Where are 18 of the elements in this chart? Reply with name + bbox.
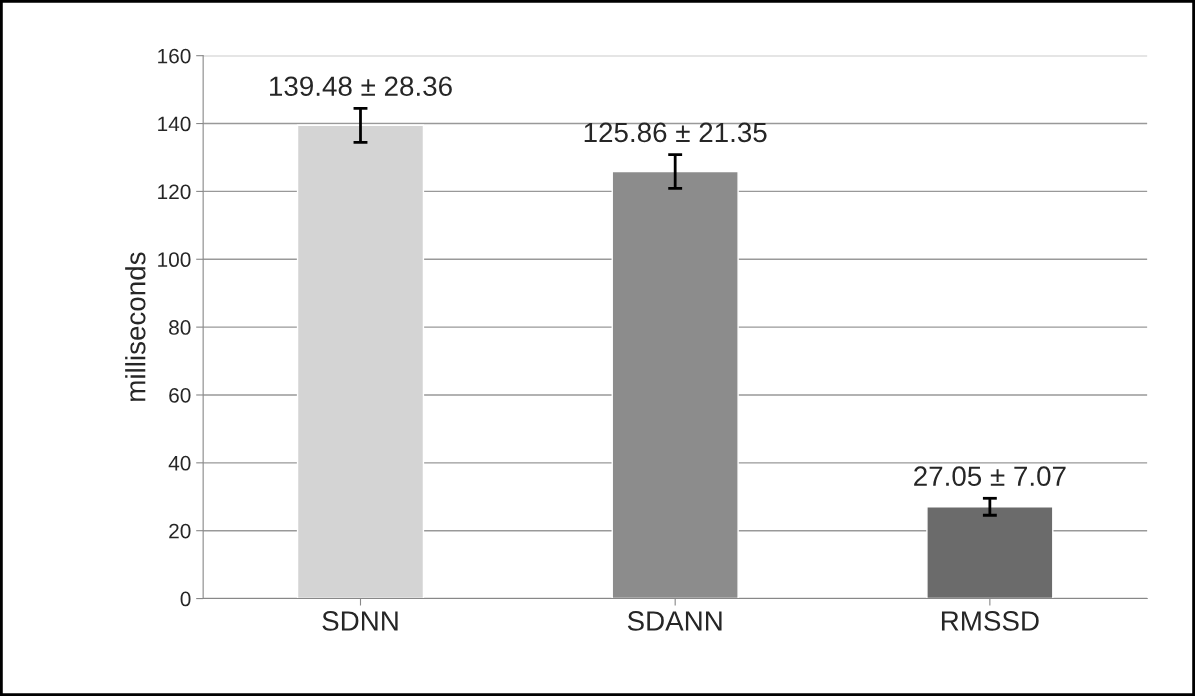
bar bbox=[926, 506, 1054, 599]
y-tick-label: 80 bbox=[169, 320, 191, 335]
data-label: 27.05 ± 7.07 bbox=[914, 466, 1066, 487]
x-tick-label: SDNN bbox=[322, 611, 398, 631]
y-tick-label: 60 bbox=[169, 387, 191, 403]
bar bbox=[296, 124, 425, 599]
data-label: 125.86 ± 21.35 bbox=[584, 122, 767, 143]
y-tick-label: 40 bbox=[168, 455, 191, 471]
y-tick-label: 140 bbox=[158, 116, 191, 132]
y-tick-label: 120 bbox=[158, 184, 191, 200]
y-axis-title: milliseconds bbox=[125, 252, 146, 401]
y-tick-label: 100 bbox=[158, 252, 191, 268]
y-tick-label: 20 bbox=[169, 523, 191, 539]
x-tick-label: RMSSD bbox=[941, 611, 1039, 631]
y-tick-label: 160 bbox=[158, 48, 191, 64]
x-tick-label: SDANN bbox=[627, 611, 722, 631]
data-label: 139.48 ± 28.36 bbox=[270, 76, 452, 97]
y-tick-label: 0 bbox=[180, 591, 191, 607]
